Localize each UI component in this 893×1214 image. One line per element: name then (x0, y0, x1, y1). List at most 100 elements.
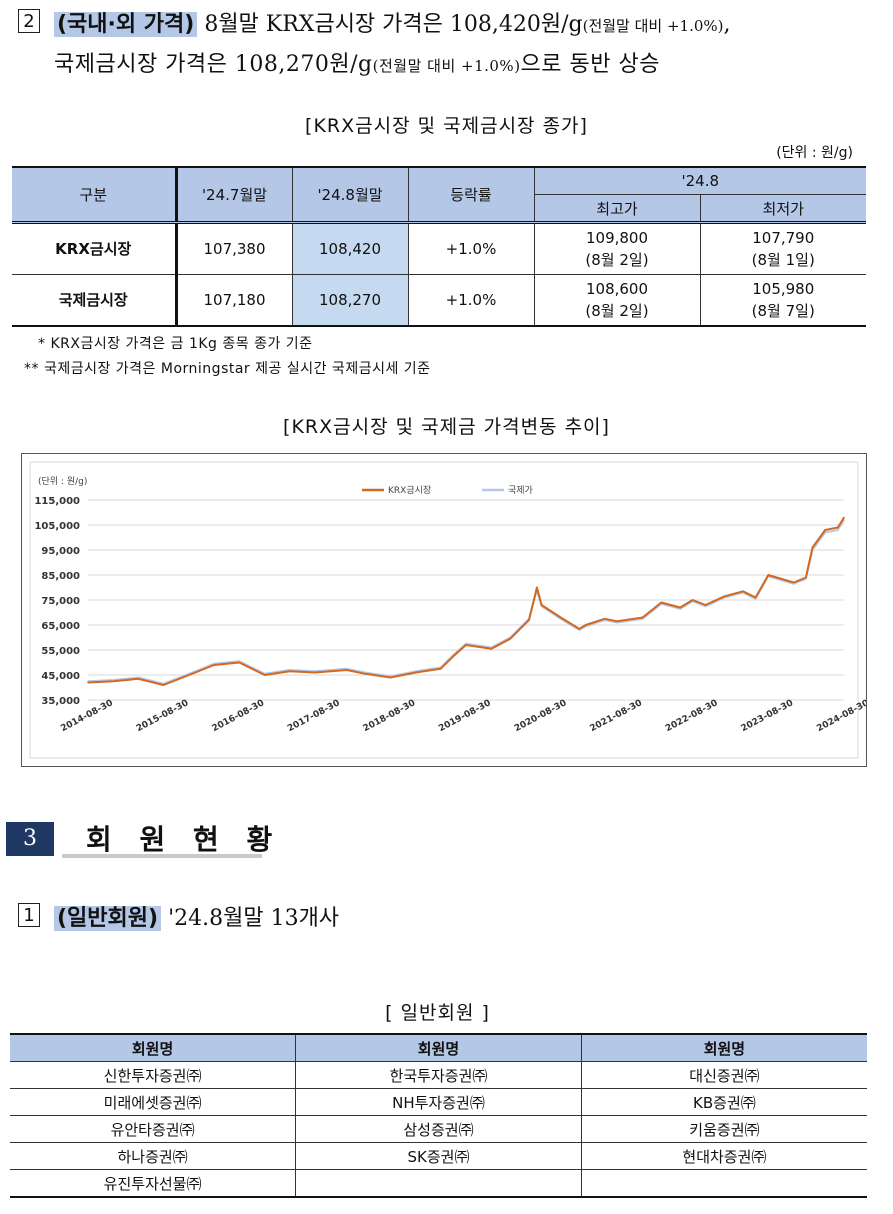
data-point (540, 604, 543, 606)
member-cell (580, 1169, 867, 1198)
y-tick-label: 115,000 (34, 496, 80, 507)
table-row: 유안타증권㈜ 삼성증권㈜ 키움증권㈜ (10, 1115, 867, 1143)
heading-tail: , (723, 12, 731, 37)
header-low: 최저가 (699, 194, 866, 224)
data-point (112, 680, 115, 683)
data-point (536, 586, 538, 589)
heading-text: 국제금시장 가격은 108,270원/g (54, 52, 373, 77)
change-value: +1.0% (407, 274, 535, 327)
curr-value: 108,420 (291, 222, 409, 275)
row-name: KRX금시장 (12, 222, 178, 275)
chart-unit-label: (단위 : 원/g) (38, 476, 87, 487)
high-value: 109,800 (585, 229, 649, 247)
header-period: '24.8 (533, 166, 866, 195)
unit-label: (단위 : 원/g) (776, 145, 853, 161)
data-point (616, 620, 618, 623)
data-point (559, 616, 562, 619)
heading-text: 8월말 KRX금시장 가격은 108,420원/g (197, 12, 583, 37)
data-point (836, 526, 839, 529)
data-point (345, 669, 348, 671)
legend-label: KRX금시장 (388, 485, 431, 496)
curr-value: 108,270 (291, 274, 409, 327)
y-tick-label: 65,000 (41, 621, 80, 632)
subsection-text: '24.8월말 13개사 (161, 906, 340, 931)
chart-plot-frame (29, 461, 859, 759)
data-point (792, 581, 795, 584)
member-cell (295, 1169, 582, 1198)
member-cell: 키움증권㈜ (580, 1115, 867, 1143)
footnote-2: ** 국제금시장 가격은 Morningstar 제공 실시간 국제금시세 기준 (24, 361, 431, 377)
high-cell: 108,600 (8월 2일) (533, 274, 701, 327)
row-name: 국제금시장 (12, 274, 178, 327)
data-point (238, 661, 241, 664)
header-category: 구분 (12, 166, 178, 224)
member-cell: 신한투자증권㈜ (10, 1061, 297, 1089)
subsection-heading: (일반회원) '24.8월말 13개사 (54, 900, 339, 932)
data-point (213, 664, 215, 666)
heading-highlight: (국내·외 가격) (54, 12, 198, 37)
member-cell: SK증권㈜ (295, 1142, 582, 1170)
data-point (465, 644, 467, 646)
header-prev-month: '24.7월말 (175, 166, 293, 224)
high-cell: 109,800 (8월 2일) (533, 222, 701, 275)
member-cell: 현대차증권㈜ (580, 1142, 867, 1170)
chart-svg: (단위 : 원/g) 115,000 105,000 95,000 85,000 75,0… (29, 461, 871, 759)
prev-value: 107,180 (175, 274, 293, 327)
data-point (723, 595, 726, 598)
section-3-underline (62, 854, 262, 858)
table-row: 미래에셋증권㈜ NH투자증권㈜ KB증권㈜ (10, 1088, 867, 1116)
low-cell: 105,980 (8월 7일) (699, 274, 866, 327)
data-point (843, 516, 845, 519)
low-date: (8월 1일) (751, 251, 815, 269)
member-cell: 미래에셋증권㈜ (10, 1088, 297, 1116)
member-cell: 유안타증권㈜ (10, 1115, 297, 1143)
subsection-highlight: (일반회원) (54, 906, 162, 931)
member-cell: 하나증권㈜ (10, 1142, 297, 1170)
member-header: 회원명 (295, 1033, 582, 1062)
member-cell: 유진투자선물㈜ (10, 1169, 297, 1198)
price-table: 구분 '24.7월말 '24.8월말 등락률 '24.8 최고가 최저가 KRX… (12, 166, 866, 327)
member-cell: 대신증권㈜ (580, 1061, 867, 1089)
low-date: (8월 7일) (751, 302, 815, 320)
data-point (452, 655, 455, 658)
data-point (490, 647, 493, 650)
price-table-caption: [KRX금시장 및 국제금시장 종가] (305, 115, 588, 137)
section-heading-line2: 국제금시장 가격은 108,270원/g(전월말 대비 +1.0%)으로 동반 … (54, 46, 660, 78)
data-point (691, 599, 694, 601)
high-date: (8월 2일) (585, 251, 649, 269)
data-point (641, 616, 644, 619)
y-tick-label: 85,000 (41, 571, 80, 582)
data-point (767, 574, 770, 576)
member-cell: KB증권㈜ (580, 1088, 867, 1116)
member-header: 회원명 (580, 1033, 867, 1062)
subsection-number-box: 1 (18, 903, 40, 927)
data-point (263, 674, 266, 676)
member-cell: NH투자증권㈜ (295, 1088, 582, 1116)
y-tick-label: 35,000 (41, 696, 80, 707)
high-value: 108,600 (585, 280, 649, 298)
heading-small-text: (전월말 대비 +1.0%) (372, 57, 521, 75)
data-point (679, 606, 681, 609)
high-date: (8월 2일) (585, 302, 649, 320)
data-point (603, 617, 606, 620)
low-value: 107,790 (752, 229, 815, 247)
y-tick-label: 45,000 (41, 671, 80, 682)
header-high: 최고가 (533, 194, 701, 224)
table-row: KRX금시장 107,380 108,420 +1.0% 109,800 (8월 … (12, 222, 866, 275)
table-row: 신한투자증권㈜ 한국투자증권㈜ 대신증권㈜ (10, 1061, 867, 1089)
y-tick-label: 95,000 (41, 546, 80, 557)
members-table: 회원명 회원명 회원명 신한투자증권㈜ 한국투자증권㈜ 대신증권㈜ 미래에셋증권… (10, 1033, 867, 1198)
data-point (509, 637, 511, 640)
member-cell: 삼성증권㈜ (295, 1115, 582, 1143)
data-point (836, 529, 839, 531)
low-value: 105,980 (752, 280, 815, 298)
data-point (578, 627, 581, 630)
data-point (805, 576, 807, 579)
header-curr-month: '24.8월말 (291, 166, 409, 224)
chart-caption: [KRX금시장 및 국제금 가격변동 추이] (283, 416, 610, 438)
price-chart: (단위 : 원/g) 115,000 105,000 95,000 85,000 75,0… (21, 453, 871, 767)
data-point (704, 604, 707, 606)
prev-value: 107,380 (175, 222, 293, 275)
data-point (528, 619, 530, 621)
y-tick-label: 55,000 (41, 646, 80, 657)
